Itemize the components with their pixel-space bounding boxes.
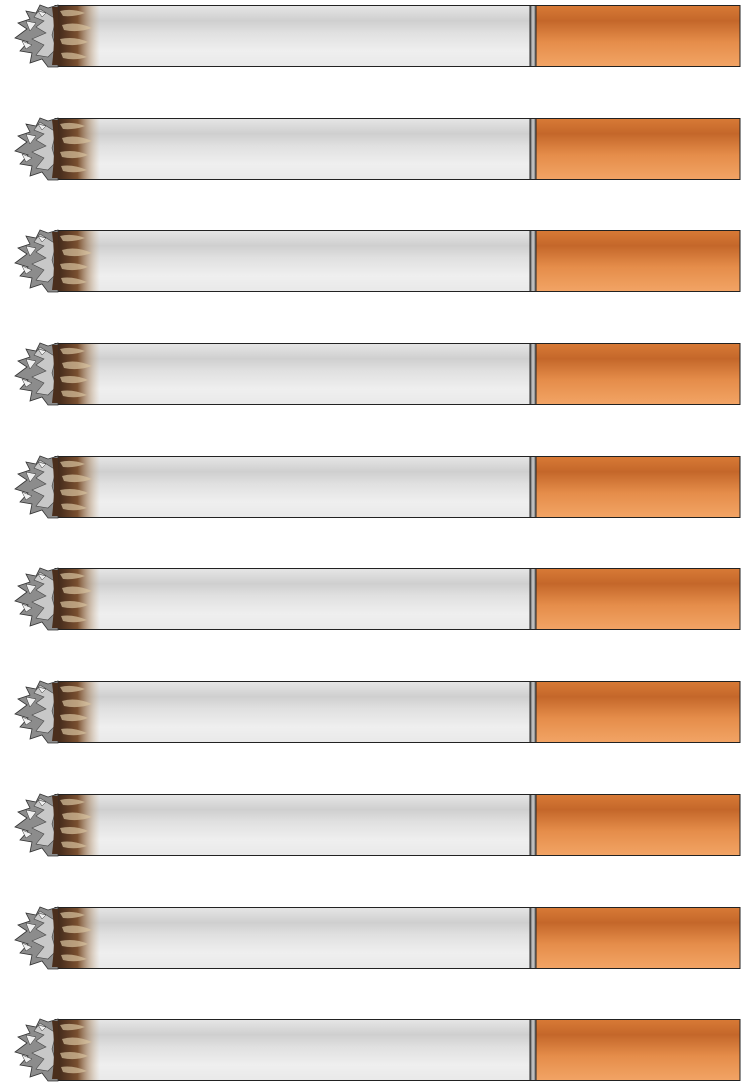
cigarette-illustration bbox=[0, 0, 742, 1083]
cigarette bbox=[15, 794, 740, 856]
cigarette bbox=[15, 1019, 740, 1081]
cigarette bbox=[15, 456, 740, 518]
cigarette bbox=[15, 118, 740, 180]
page: {} bbox=[0, 0, 742, 1083]
cigarette bbox=[15, 5, 740, 67]
cigarette bbox=[15, 907, 740, 969]
cigarette bbox=[15, 343, 740, 405]
cigarette bbox=[15, 568, 740, 630]
cigarette bbox=[15, 230, 740, 292]
cigarette bbox=[15, 681, 740, 743]
